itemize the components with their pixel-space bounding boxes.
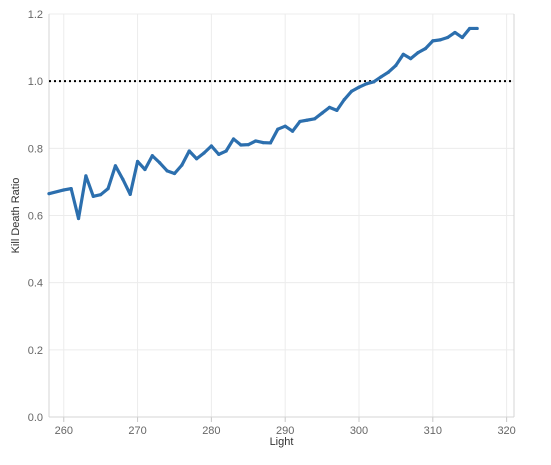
- data-point: [342, 98, 346, 102]
- data-point: [438, 38, 442, 42]
- x-tick-label: 270: [128, 425, 146, 437]
- data-point: [290, 129, 295, 133]
- x-tick-label: 320: [497, 425, 515, 437]
- data-point: [158, 161, 162, 165]
- gridlines: [49, 13, 514, 418]
- data-point: [180, 163, 184, 167]
- data-point: [187, 149, 191, 153]
- data-point: [423, 46, 428, 51]
- data-point: [431, 39, 435, 43]
- data-point: [276, 127, 280, 131]
- data-point: [401, 52, 405, 56]
- data-point: [62, 188, 66, 192]
- data-point: [350, 89, 354, 93]
- data-point: [91, 194, 95, 198]
- data-point: [409, 57, 413, 61]
- data-point: [202, 151, 206, 155]
- data-point: [386, 70, 391, 74]
- data-point: [150, 154, 154, 158]
- data-point: [113, 164, 118, 168]
- data-point: [195, 157, 199, 161]
- x-tick-label: 280: [202, 425, 220, 437]
- data-point: [364, 82, 368, 86]
- data-point: [335, 108, 339, 112]
- y-tick-label: 1.0: [28, 76, 43, 88]
- data-point: [246, 143, 250, 147]
- x-tick-label: 310: [424, 425, 442, 437]
- data-point: [298, 119, 302, 124]
- data-point: [172, 171, 177, 176]
- data-point: [327, 105, 332, 109]
- series-line: [47, 26, 479, 221]
- data-point: [254, 139, 258, 143]
- data-point: [47, 192, 51, 196]
- data-point: [313, 117, 317, 121]
- x-axis-title: Light: [270, 436, 294, 448]
- data-point: [76, 216, 81, 221]
- x-tick-label: 300: [350, 425, 368, 437]
- data-point: [165, 169, 169, 173]
- y-tick-label: 1.2: [28, 9, 43, 21]
- data-point: [143, 167, 147, 172]
- data-point: [372, 80, 376, 84]
- data-point: [445, 35, 450, 40]
- data-point: [320, 111, 324, 115]
- data-point: [460, 35, 464, 40]
- data-point: [305, 118, 309, 122]
- data-point: [283, 124, 287, 128]
- data-point: [121, 177, 125, 181]
- data-point: [99, 193, 103, 197]
- data-point: [106, 187, 110, 191]
- data-point: [224, 149, 228, 153]
- y-tick-label: 0.4: [28, 278, 43, 290]
- data-point: [394, 63, 398, 67]
- y-tick-label: 0.6: [28, 211, 43, 223]
- data-point: [453, 30, 457, 35]
- data-points: [47, 26, 479, 221]
- data-point: [268, 141, 273, 145]
- y-tick-label: 0.8: [28, 143, 43, 155]
- y-tick-label: 0.0: [28, 412, 43, 424]
- data-point: [475, 26, 479, 31]
- data-point: [209, 144, 213, 148]
- data-point: [379, 75, 383, 79]
- data-point: [69, 187, 73, 191]
- x-tick-label: 260: [55, 425, 73, 437]
- data-point: [261, 141, 265, 145]
- axes: [48, 14, 515, 422]
- data-point: [84, 174, 88, 178]
- y-tick-label: 0.2: [28, 345, 43, 357]
- data-point: [128, 192, 132, 196]
- data-point: [135, 159, 140, 164]
- tick-labels: 0.0 0.2 0.4 0.6 0.8 1.0 1.2 260 270 280 290 300 310 3…: [28, 9, 516, 437]
- y-axis-title: Kill Death Ratio: [10, 178, 22, 254]
- x-tick-label: 290: [276, 425, 294, 437]
- data-point: [231, 137, 236, 141]
- data-point: [217, 152, 221, 156]
- data-point: [416, 51, 420, 55]
- data-point: [239, 143, 243, 147]
- data-point: [357, 85, 361, 89]
- data-point: [468, 26, 472, 31]
